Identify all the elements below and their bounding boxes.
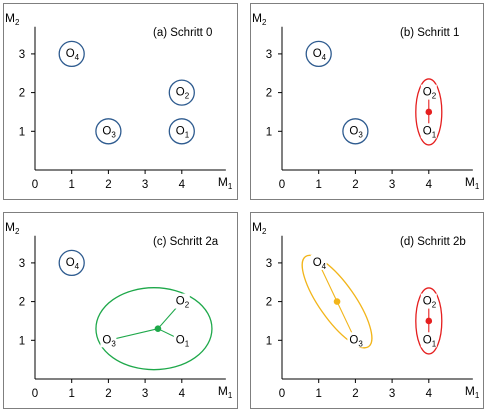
x-tick-label: 3	[389, 179, 395, 191]
panel-frame	[250, 3, 484, 200]
x-tick-label: 4	[426, 388, 433, 400]
x-axis-label: M1	[218, 384, 233, 400]
x-axis-label: M1	[218, 175, 233, 191]
y-axis-label: M2	[5, 11, 20, 27]
panel-2: 0 1 2 3 4 1 2 3 M1 M2 (b) Schritt 1 O1 O2 O3 O4	[250, 3, 484, 200]
object-label-o2: O2	[423, 87, 437, 101]
object-label-bg	[420, 293, 437, 309]
object-label-o4: O4	[66, 48, 80, 62]
object-label-o1: O1	[423, 125, 437, 139]
cluster-centroid	[425, 108, 433, 116]
cluster-ellipse	[415, 287, 443, 355]
object-label-o2: O2	[176, 296, 190, 310]
object-label-bg	[100, 332, 117, 348]
y-tick-label: 2	[266, 88, 272, 100]
object-label-o3: O3	[349, 334, 363, 348]
y-tick-label: 1	[266, 126, 272, 138]
y-tick-label: 2	[19, 88, 25, 100]
object-circle	[342, 118, 369, 145]
object-label-bg	[347, 332, 364, 348]
cluster-link	[108, 328, 159, 341]
x-tick-label: 0	[279, 388, 285, 400]
y-tick-label: 2	[266, 297, 272, 309]
object-label-o3: O3	[102, 334, 116, 348]
object-label-o1: O1	[423, 334, 437, 348]
object-label-o4: O4	[313, 257, 327, 271]
y-axis-label: M2	[5, 220, 20, 236]
cluster-ellipse	[415, 78, 443, 146]
object-label-o1: O1	[176, 334, 190, 348]
panel-frame	[3, 3, 238, 200]
object-circle	[168, 79, 195, 106]
x-tick-label: 0	[32, 179, 38, 191]
object-circle	[58, 249, 85, 277]
panel-3: 0 1 2 3 4 1 2 3 M1 M2 (c) Schritt 2a O1 O2 O3 O4	[3, 212, 238, 409]
object-label-o3: O3	[349, 125, 363, 139]
object-label-o2: O2	[176, 87, 190, 101]
object-label-o4: O4	[66, 257, 80, 271]
y-tick-label: 3	[266, 49, 272, 61]
y-tick-label: 1	[19, 335, 25, 347]
x-tick-label: 2	[105, 179, 111, 191]
object-circle	[168, 118, 195, 145]
x-tick-label: 2	[105, 388, 111, 400]
object-label-o2: O2	[423, 296, 437, 310]
y-tick-label: 1	[266, 335, 272, 347]
y-tick-label: 3	[19, 258, 25, 270]
x-tick-label: 2	[352, 388, 358, 400]
object-label-bg	[420, 84, 437, 100]
panel-1: 0 1 2 3 4 1 2 3 M1 M2 (a) Schritt 0 O1 O2 O3 O4	[3, 3, 238, 200]
x-tick-label: 4	[179, 179, 186, 191]
x-tick-label: 1	[315, 179, 321, 191]
object-label-o4: O4	[313, 48, 327, 62]
cluster-ellipse	[301, 254, 373, 349]
panel-title: (b) Schritt 1	[400, 27, 459, 39]
x-tick-label: 3	[142, 179, 148, 191]
panel-title: (c) Schritt 2a	[153, 236, 219, 248]
x-tick-label: 1	[68, 179, 74, 191]
object-label-bg	[310, 254, 327, 270]
cluster-ellipse	[95, 287, 213, 371]
y-tick-label: 3	[19, 49, 25, 61]
x-axis-label: M1	[465, 384, 480, 400]
object-label-o3: O3	[102, 125, 116, 139]
x-tick-label: 3	[142, 388, 148, 400]
y-axis-label: M2	[252, 220, 267, 236]
panel-title: (a) Schritt 0	[153, 27, 212, 39]
object-label-bg	[173, 293, 190, 309]
object-label-bg	[420, 123, 437, 139]
object-circle	[58, 40, 85, 68]
x-tick-label: 1	[68, 388, 74, 400]
panel-title: (d) Schritt 2b	[400, 236, 466, 248]
panels: 0 1 2 3 4 1 2 3 M1 M2 (a) Schritt 0 O1 O2 O3 O4 0 1 2 3 4 1 2…	[3, 3, 484, 409]
x-tick-label: 4	[426, 179, 433, 191]
object-label-bg	[420, 332, 437, 348]
y-tick-label: 2	[19, 297, 25, 309]
y-tick-label: 3	[266, 258, 272, 270]
object-circle	[305, 40, 332, 68]
cluster-centroid	[154, 325, 162, 332]
x-tick-label: 4	[179, 388, 186, 400]
cluster-centroid	[333, 298, 341, 305]
x-tick-label: 0	[279, 179, 285, 191]
cluster-centroid	[425, 317, 433, 325]
x-tick-label: 0	[32, 388, 38, 400]
x-tick-label: 2	[352, 179, 358, 191]
y-tick-label: 1	[19, 126, 25, 138]
object-label-bg	[173, 332, 190, 348]
object-circle	[95, 118, 122, 145]
object-label-o1: O1	[176, 125, 190, 139]
y-axis-label: M2	[252, 11, 267, 27]
x-tick-label: 1	[315, 388, 321, 400]
panel-4: 0 1 2 3 4 1 2 3 M1 M2 (d) Schritt 2b O1 O2 O3 O4	[250, 212, 484, 409]
x-tick-label: 3	[389, 388, 395, 400]
x-axis-label: M1	[465, 175, 480, 191]
